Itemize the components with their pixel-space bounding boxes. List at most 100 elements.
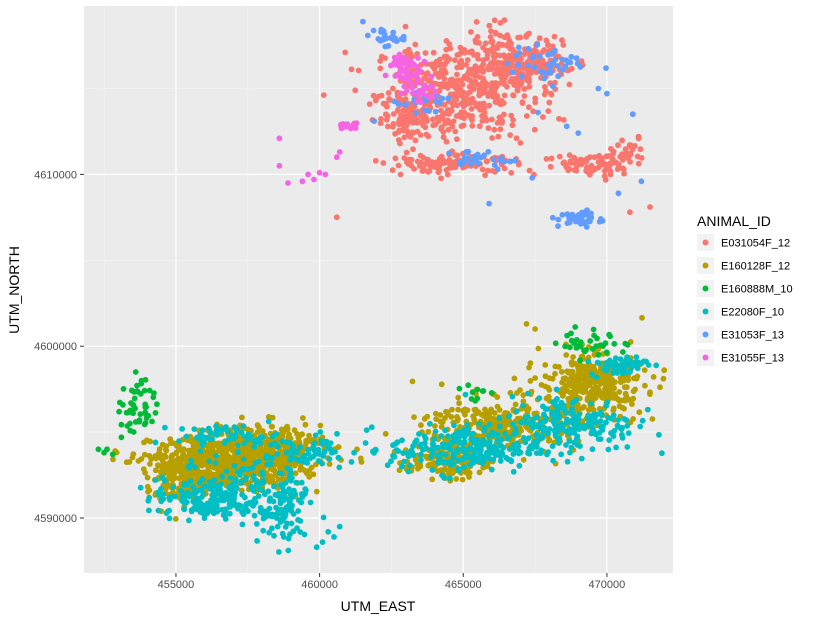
data-point [501, 111, 507, 118]
data-point [442, 452, 449, 458]
data-point [368, 424, 375, 431]
data-point [601, 391, 608, 397]
data-point [502, 430, 509, 437]
data-point [285, 535, 292, 542]
data-point [470, 157, 477, 164]
data-point [307, 499, 314, 506]
data-point [608, 430, 614, 436]
data-point [514, 441, 521, 448]
data-point [398, 90, 405, 97]
data-point [335, 454, 342, 461]
data-point [505, 41, 512, 47]
axes: 455000 460000 465000 470000 4590000 4600000 46… [34, 169, 625, 591]
data-point [589, 346, 596, 352]
data-point [603, 65, 609, 71]
data-point [277, 500, 284, 507]
data-point [568, 160, 575, 166]
data-point [624, 444, 631, 450]
data-point [538, 419, 544, 426]
data-point [212, 460, 219, 467]
data-point [137, 390, 144, 397]
data-point [467, 461, 474, 468]
data-point [465, 382, 472, 389]
data-point [480, 437, 487, 443]
y-tick-label: 4590000 [34, 513, 77, 525]
data-point [254, 538, 260, 544]
data-point [282, 524, 289, 530]
data-point [438, 126, 445, 132]
data-point [192, 449, 198, 456]
data-point [233, 426, 240, 432]
data-point [147, 461, 153, 467]
data-point [265, 418, 272, 425]
data-point [320, 514, 327, 521]
data-point [432, 108, 439, 115]
data-point [438, 175, 444, 182]
data-point [497, 453, 504, 460]
data-point [627, 209, 633, 216]
data-point [608, 376, 615, 383]
data-point [591, 351, 598, 358]
data-point [589, 164, 596, 171]
data-point [551, 417, 557, 423]
data-point [625, 377, 632, 383]
data-point [408, 156, 415, 163]
data-point [264, 452, 270, 459]
data-point [616, 397, 622, 404]
data-point [402, 23, 409, 30]
data-point [573, 55, 580, 62]
data-point [577, 220, 584, 226]
data-point [397, 140, 403, 147]
data-point [453, 476, 460, 482]
data-point [566, 81, 573, 88]
data-point [545, 449, 552, 455]
data-point [280, 534, 287, 540]
data-point [285, 180, 291, 186]
data-point [542, 383, 549, 390]
data-point [621, 154, 628, 161]
data-point [558, 451, 565, 458]
data-point [579, 371, 586, 377]
data-point [497, 157, 504, 164]
data-point [260, 527, 267, 534]
data-point [580, 363, 587, 370]
data-point [438, 83, 444, 89]
data-point [583, 374, 590, 381]
data-point [620, 349, 626, 355]
data-point [523, 419, 530, 426]
data-point [571, 430, 577, 436]
data-point [389, 123, 396, 130]
data-point [557, 389, 564, 396]
data-point [558, 368, 565, 375]
data-point [194, 441, 201, 448]
data-point [336, 523, 343, 530]
data-point [543, 156, 550, 162]
data-point [575, 215, 581, 222]
data-point [510, 92, 516, 98]
data-point [325, 528, 332, 535]
data-point [464, 421, 470, 428]
data-point [377, 58, 384, 64]
data-point [480, 100, 487, 107]
legend-label: E160888M_10 [721, 284, 793, 296]
data-point [326, 444, 333, 451]
data-point [501, 412, 507, 418]
data-point [197, 448, 204, 454]
data-point [504, 32, 511, 39]
data-point [584, 395, 591, 401]
data-point [217, 482, 224, 489]
data-point [294, 449, 301, 456]
data-point [183, 433, 190, 440]
data-point [486, 102, 493, 109]
data-point [440, 134, 447, 141]
data-point [422, 50, 429, 56]
data-point [388, 458, 394, 465]
data-point [492, 80, 499, 86]
data-point [382, 55, 388, 61]
data-point [232, 484, 239, 491]
data-point [199, 427, 206, 434]
data-point [534, 414, 541, 421]
data-point [260, 479, 267, 486]
data-point [585, 358, 592, 365]
data-point [409, 378, 416, 385]
